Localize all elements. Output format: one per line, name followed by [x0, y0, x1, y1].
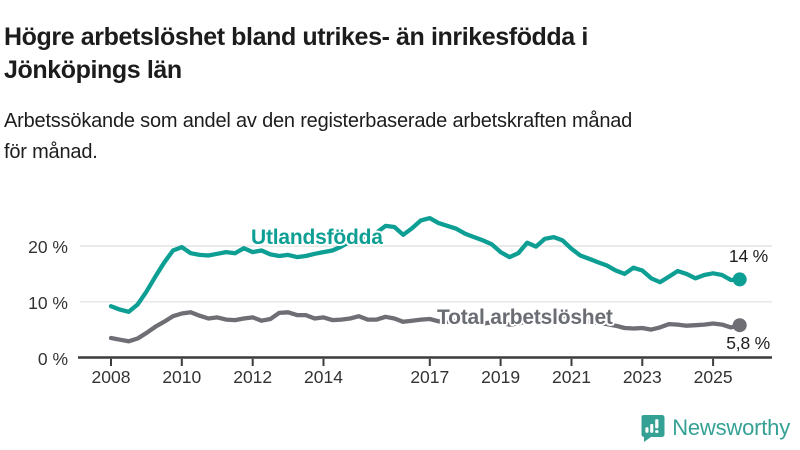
chart-subtitle: Arbetssökande som andel av den registerb…	[4, 106, 796, 168]
subtitle-line-1: Arbetssökande som andel av den registerb…	[4, 110, 633, 132]
svg-text:2021: 2021	[552, 367, 591, 387]
series-label-total-arbetsloshet: Total arbetslöshet	[437, 306, 613, 329]
svg-text:2008: 2008	[92, 367, 131, 387]
svg-text:2019: 2019	[481, 367, 520, 387]
newsworthy-logo: Newsworthy	[640, 413, 790, 443]
subtitle-line-2: för månad.	[4, 141, 98, 163]
svg-text:2012: 2012	[233, 367, 272, 387]
page-title: Högre arbetslöshet bland utrikes- än inr…	[4, 21, 792, 87]
y-axis-label-10: 10 %	[28, 293, 68, 313]
end-value-utlandsfodda: 14 %	[728, 246, 768, 266]
title-line-1: Högre arbetslöshet bland utrikes- än inr…	[4, 22, 588, 51]
y-axis-label-0: 0 %	[37, 349, 68, 369]
y-axis-label-20: 20 %	[28, 237, 68, 257]
newsworthy-icon	[641, 415, 665, 442]
newsworthy-wordmark: Newsworthy	[672, 415, 790, 440]
svg-text:2025: 2025	[694, 367, 733, 387]
svg-text:2017: 2017	[410, 367, 449, 387]
svg-text:2023: 2023	[623, 367, 662, 387]
title-line-2: Jönköpings län	[4, 55, 182, 84]
svg-text:2014: 2014	[304, 367, 343, 387]
end-value-total: 5,8 %	[726, 333, 770, 353]
series-label-utlandsfodda: Utlandsfödda	[251, 226, 383, 249]
svg-text:2010: 2010	[162, 367, 201, 387]
